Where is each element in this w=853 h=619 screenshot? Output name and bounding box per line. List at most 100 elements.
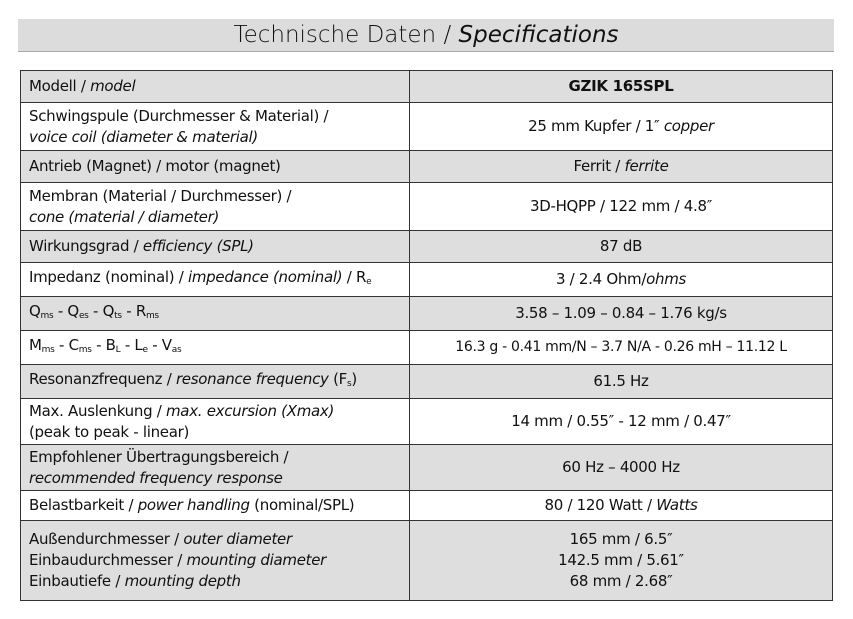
label: Max. Auslenkung / max. excursion (Xmax) (… (20, 398, 410, 445)
t: Einbaudurchmesser / (29, 551, 187, 569)
t: (peak to peak - linear) (29, 422, 190, 441)
t: outer diameter (183, 530, 292, 548)
label: Empfohlener Übertragungsbereich / recomme… (20, 444, 410, 491)
t: mounting diameter (186, 551, 326, 569)
t: as (171, 344, 182, 355)
t: - R (121, 301, 146, 320)
t: 87 dB (599, 237, 643, 255)
t: Max. Auslenkung / (29, 401, 166, 420)
t: - L (120, 335, 143, 354)
t: - Q (88, 301, 115, 320)
label: Resonanzfrequenz / resonance frequency (… (20, 364, 410, 399)
t: - B (91, 335, 116, 354)
t: Ferrit / (573, 157, 625, 175)
title-de: Technische Daten / (233, 22, 459, 48)
label: Antrieb (Magnet) / motor (magnet) (20, 150, 410, 183)
t: / R (342, 267, 367, 286)
row: Wirkungsgrad / efficiency (SPL) 87 dB (20, 230, 833, 263)
label: Modell / model (20, 70, 410, 103)
value: 165 mm / 6.5″ 142.5 mm / 5.61″ 68 mm / 2.6… (409, 520, 833, 601)
value: 16.3 g - 0.41 mm/N – 3.7 N/A - 0.26 mH –… (409, 330, 833, 365)
t: L (115, 344, 121, 355)
value: 14 mm / 0.55″ - 12 mm / 0.47″ (409, 398, 833, 445)
t: 68 mm / 2.68″ (569, 572, 673, 590)
label: Schwingspule (Durchmesser & Material) / v… (20, 102, 410, 151)
title: Technische Daten / Specifications (18, 19, 834, 52)
line: Außendurchmesser / outer diameter (29, 529, 401, 550)
row: Max. Auslenkung / max. excursion (Xmax) (… (20, 398, 833, 445)
t: ms (78, 344, 92, 355)
value: 3 / 2.4 Ohm/ohms (409, 262, 833, 297)
t: impedance (nominal) (187, 267, 343, 286)
t: Antrieb (Magnet) / motor (magnet) (29, 157, 281, 175)
t: - C (54, 335, 79, 354)
value: 25 mm Kupfer / 1″ copper (409, 102, 833, 151)
label: Mms - Cms - BL - Le - Vas (20, 330, 410, 365)
label: Wirkungsgrad / efficiency (SPL) (20, 230, 410, 263)
value: 80 / 120 Watt / Watts (409, 490, 833, 521)
row: Membran (Material / Durchmesser) / cone (… (20, 182, 833, 231)
spec-table: Modell / model GZIK 165SPL Schwingspule (… (20, 70, 833, 601)
t: 165 mm / 6.5″ (569, 530, 673, 548)
t: efficiency (SPL) (142, 237, 254, 255)
row: Modell / model GZIK 165SPL (20, 70, 833, 103)
value: GZIK 165SPL (409, 70, 833, 103)
value: 3.58 – 1.09 – 0.84 – 1.76 kg/s (409, 296, 833, 331)
t: ms (40, 310, 54, 321)
row: Impedanz (nominal) / impedance (nominal)… (20, 262, 833, 297)
t: ms (145, 310, 159, 321)
t: Impedanz (nominal) / (29, 267, 188, 286)
t: 3 / 2.4 Ohm/ (555, 270, 647, 288)
t: (F (328, 369, 347, 388)
t: - V (147, 335, 172, 354)
t: max. excursion (Xmax) (165, 401, 335, 420)
t: ) (351, 369, 357, 388)
row: Schwingspule (Durchmesser & Material) / v… (20, 102, 833, 151)
t: 16.3 g - 0.41 mm/N – 3.7 N/A - 0.26 mH –… (455, 339, 787, 355)
t: ohms (646, 270, 687, 288)
label: Membran (Material / Durchmesser) / cone (… (20, 182, 410, 231)
line: Einbautiefe / mounting depth (29, 571, 401, 592)
title-en: Specifications (458, 22, 619, 48)
t: copper (663, 117, 714, 135)
value: 3D-HQPP / 122 mm / 4.8″ (409, 182, 833, 231)
t: model (90, 77, 136, 95)
t: 61.5 Hz (593, 372, 649, 390)
t: (nominal/SPL) (249, 496, 355, 514)
value: 87 dB (409, 230, 833, 263)
t: 3.58 – 1.09 – 0.84 – 1.76 kg/s (515, 304, 727, 322)
t: voice coil (diameter & material) (29, 127, 258, 146)
row: Qms - Qes - Qts - Rms 3.58 – 1.09 – 0.84 … (20, 296, 833, 331)
t: Außendurchmesser / (29, 530, 184, 548)
t: ms (41, 344, 55, 355)
t: e (366, 276, 372, 287)
t: GZIK 165SPL (568, 77, 674, 95)
value: 60 Hz – 4000 Hz (409, 444, 833, 491)
label: Belastbarkeit / power handling (nominal/… (20, 490, 410, 521)
t: cone (material / diameter) (29, 207, 220, 226)
t: recommended frequency response (29, 468, 283, 487)
t: Modell / (29, 77, 91, 95)
t: 3D-HQPP / 122 mm / 4.8″ (529, 197, 713, 215)
t: Resonanzfrequenz / (29, 369, 176, 388)
row: Belastbarkeit / power handling (nominal/… (20, 490, 833, 521)
label: Außendurchmesser / outer diameter Einbaud… (20, 520, 410, 601)
t: power handling (137, 496, 250, 514)
t: e (142, 344, 148, 355)
t: Schwingspule (Durchmesser & Material) / (29, 106, 329, 125)
row: Mms - Cms - BL - Le - Vas 16.3 g - 0.41 m… (20, 330, 833, 365)
label: Impedanz (nominal) / impedance (nominal)… (20, 262, 410, 297)
line: Einbaudurchmesser / mounting diameter (29, 550, 401, 571)
row: Außendurchmesser / outer diameter Einbaud… (20, 520, 833, 601)
value: 61.5 Hz (409, 364, 833, 399)
t: 142.5 mm / 5.61″ (558, 551, 684, 569)
t: mounting depth (124, 572, 241, 590)
t: ferrite (624, 157, 669, 175)
t: Empfohlener Übertragungsbereich / (29, 447, 289, 466)
t: Watts (656, 496, 698, 514)
t: 14 mm / 0.55″ - 12 mm / 0.47″ (511, 412, 731, 430)
row: Resonanzfrequenz / resonance frequency (… (20, 364, 833, 399)
t: Belastbarkeit / (29, 496, 138, 514)
t: Membran (Material / Durchmesser) / (29, 186, 292, 205)
